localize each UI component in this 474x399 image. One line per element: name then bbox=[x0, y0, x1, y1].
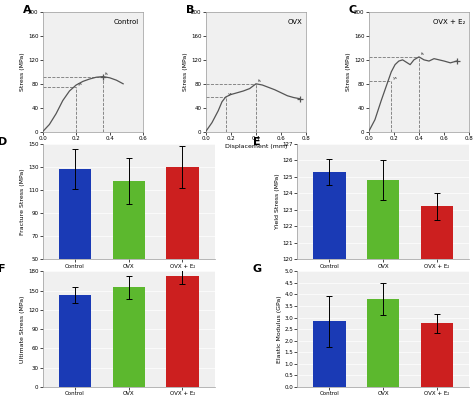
Text: G: G bbox=[253, 265, 262, 275]
Y-axis label: Ultimate Stress (MPa): Ultimate Stress (MPa) bbox=[20, 295, 25, 363]
Bar bbox=[59, 169, 91, 317]
Y-axis label: Stress (MPa): Stress (MPa) bbox=[183, 53, 188, 91]
Y-axis label: Stress (MPa): Stress (MPa) bbox=[20, 53, 25, 91]
X-axis label: Displacement (mm): Displacement (mm) bbox=[62, 144, 124, 148]
Text: fs: fs bbox=[258, 79, 262, 83]
Y-axis label: Fracture Stress (MPa): Fracture Stress (MPa) bbox=[20, 168, 25, 235]
Bar bbox=[367, 180, 400, 399]
Text: ys: ys bbox=[78, 82, 83, 86]
X-axis label: Displacement (mm): Displacement (mm) bbox=[225, 144, 287, 148]
Bar bbox=[367, 299, 400, 387]
Bar bbox=[166, 167, 199, 317]
X-axis label: Displacement (mm): Displacement (mm) bbox=[388, 144, 450, 148]
Bar bbox=[166, 277, 199, 387]
Text: C: C bbox=[348, 5, 356, 15]
Bar bbox=[421, 206, 453, 399]
Text: D: D bbox=[0, 137, 7, 147]
Bar bbox=[112, 287, 145, 387]
Y-axis label: Stress (MPa): Stress (MPa) bbox=[346, 53, 351, 91]
Text: OVX + E₂: OVX + E₂ bbox=[433, 19, 465, 25]
Text: F: F bbox=[0, 265, 5, 275]
Text: ys: ys bbox=[228, 92, 233, 96]
Bar bbox=[59, 295, 91, 387]
Bar bbox=[112, 181, 145, 317]
Text: B: B bbox=[185, 5, 194, 15]
Bar bbox=[313, 172, 346, 399]
Text: Control: Control bbox=[114, 19, 139, 25]
Y-axis label: Yield Stress (MPa): Yield Stress (MPa) bbox=[275, 174, 280, 229]
Bar bbox=[313, 321, 346, 387]
Text: fs: fs bbox=[105, 72, 109, 76]
Text: OVX: OVX bbox=[288, 19, 302, 25]
Text: A: A bbox=[23, 5, 31, 15]
Bar bbox=[421, 323, 453, 387]
Text: E: E bbox=[253, 137, 260, 147]
Text: fs: fs bbox=[421, 52, 425, 56]
Text: ys: ys bbox=[393, 76, 398, 80]
Y-axis label: Elastic Modulus (GPa): Elastic Modulus (GPa) bbox=[276, 295, 282, 363]
